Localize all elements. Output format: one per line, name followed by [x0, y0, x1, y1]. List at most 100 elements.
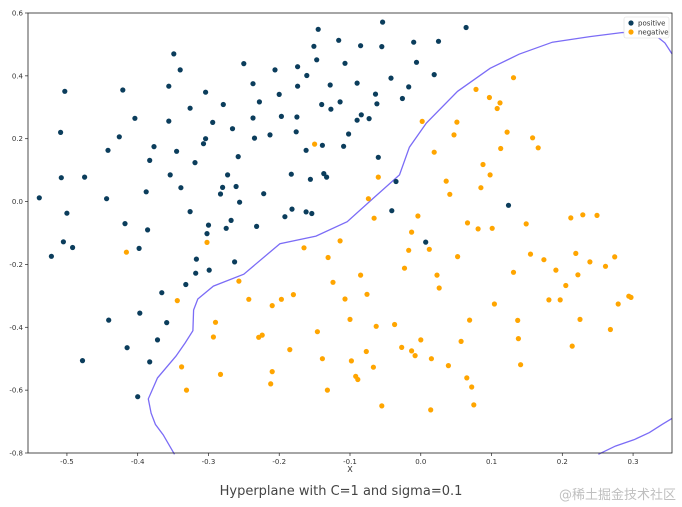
positive-point	[48, 253, 55, 259]
positive-point	[328, 106, 334, 112]
negative-point	[480, 161, 486, 168]
scatter-chart: -0.5 -0.4 -0.3 -0.2 -0.1 0.0 0.1 0.2 0.3 0.6 0.4 0.…	[9, 10, 673, 474]
negative-point	[587, 259, 593, 265]
decision-boundary	[147, 31, 673, 455]
negative-point	[217, 371, 224, 377]
positive-point	[104, 196, 110, 202]
positive-point	[309, 210, 315, 217]
negative-point	[497, 100, 503, 106]
positive-point	[135, 394, 141, 400]
plot-frame	[27, 12, 673, 454]
boundary-curve-2	[598, 417, 673, 455]
x-tick-label: 0.1	[486, 458, 497, 466]
positive-point	[315, 26, 321, 32]
negative-point	[375, 174, 381, 180]
negative-point	[406, 247, 412, 253]
negative-point	[464, 375, 470, 381]
positive-point	[295, 83, 301, 89]
negative-point	[179, 364, 185, 370]
negative-point	[615, 301, 621, 307]
y-tick-label: 0.2	[12, 135, 23, 143]
positive-point	[232, 259, 238, 265]
positive-point	[463, 24, 469, 31]
x-tick-label: 0.0	[415, 458, 426, 466]
positive-point	[354, 117, 360, 123]
positive-point	[206, 267, 212, 273]
positive-point	[116, 134, 122, 140]
positive-point	[319, 142, 325, 148]
boundary-curve-1	[147, 31, 673, 455]
positive-point	[289, 206, 295, 212]
positive-point	[293, 129, 299, 135]
negative-point	[445, 363, 451, 369]
positive-point	[307, 176, 313, 182]
negative-point	[612, 254, 618, 260]
positive-point	[374, 101, 380, 107]
positive-point	[237, 199, 243, 205]
negative-point	[428, 407, 434, 413]
positive-point	[435, 38, 442, 44]
positive-point	[79, 358, 86, 364]
negative-point	[518, 362, 524, 368]
positive-point	[58, 129, 64, 135]
negative-point	[409, 348, 415, 354]
positive-point	[60, 239, 66, 245]
negative-point	[530, 135, 536, 141]
positive-point	[375, 154, 381, 160]
negative-point	[342, 296, 348, 302]
positive-point	[136, 245, 142, 251]
positive-point	[431, 72, 437, 78]
negative-point	[478, 185, 484, 191]
negative-point	[259, 332, 265, 338]
y-tick-label: 0.6	[12, 10, 24, 18]
negative-point	[330, 279, 336, 285]
positive-point	[314, 57, 320, 63]
positive-point	[406, 84, 412, 90]
negative-point	[523, 221, 529, 227]
x-tick-label: -0.4	[131, 458, 145, 466]
positive-point	[354, 80, 360, 86]
positive-point	[276, 91, 282, 97]
watermark: @稀土掘金技术社区	[558, 488, 676, 503]
positive-point	[183, 281, 189, 288]
positive-point	[358, 43, 364, 49]
positive-point	[203, 89, 209, 95]
positive-point	[319, 101, 325, 108]
negative-point	[428, 356, 434, 362]
negative-point	[415, 213, 421, 219]
x-tick-label: -0.5	[60, 458, 74, 466]
negative-point	[337, 238, 343, 244]
negative-point	[455, 254, 461, 260]
positive-point	[272, 67, 278, 73]
positive-point	[145, 227, 151, 233]
positive-point	[70, 244, 76, 251]
positive-point	[82, 174, 88, 180]
positive-point	[159, 290, 165, 296]
positive-point	[393, 178, 399, 185]
positive-point	[379, 44, 385, 50]
positive-point	[358, 112, 364, 118]
negative-point	[535, 145, 541, 151]
positive-point	[64, 210, 70, 216]
negative-point	[510, 269, 517, 275]
positive-point	[337, 99, 343, 105]
positive-point	[342, 60, 348, 66]
axis-ticks: -0.5 -0.4 -0.3 -0.2 -0.1 0.0 0.1 0.2 0.3 0.6 0.4 0.…	[9, 10, 638, 467]
negative-point	[324, 387, 330, 393]
negative-point	[575, 272, 581, 278]
negative-point	[348, 358, 354, 364]
negative-point	[268, 381, 274, 387]
negative-point	[487, 172, 493, 178]
positive-point	[267, 132, 273, 138]
y-tick-label: -0.4	[9, 324, 23, 332]
negative-point	[447, 191, 453, 197]
positive-point	[166, 118, 172, 124]
positive-point	[254, 223, 260, 229]
positive-point	[58, 175, 64, 181]
positive-point	[106, 317, 112, 323]
positive-point	[235, 154, 241, 160]
positive-point	[295, 64, 301, 70]
positive-point	[210, 119, 216, 125]
negative-point	[365, 196, 371, 202]
